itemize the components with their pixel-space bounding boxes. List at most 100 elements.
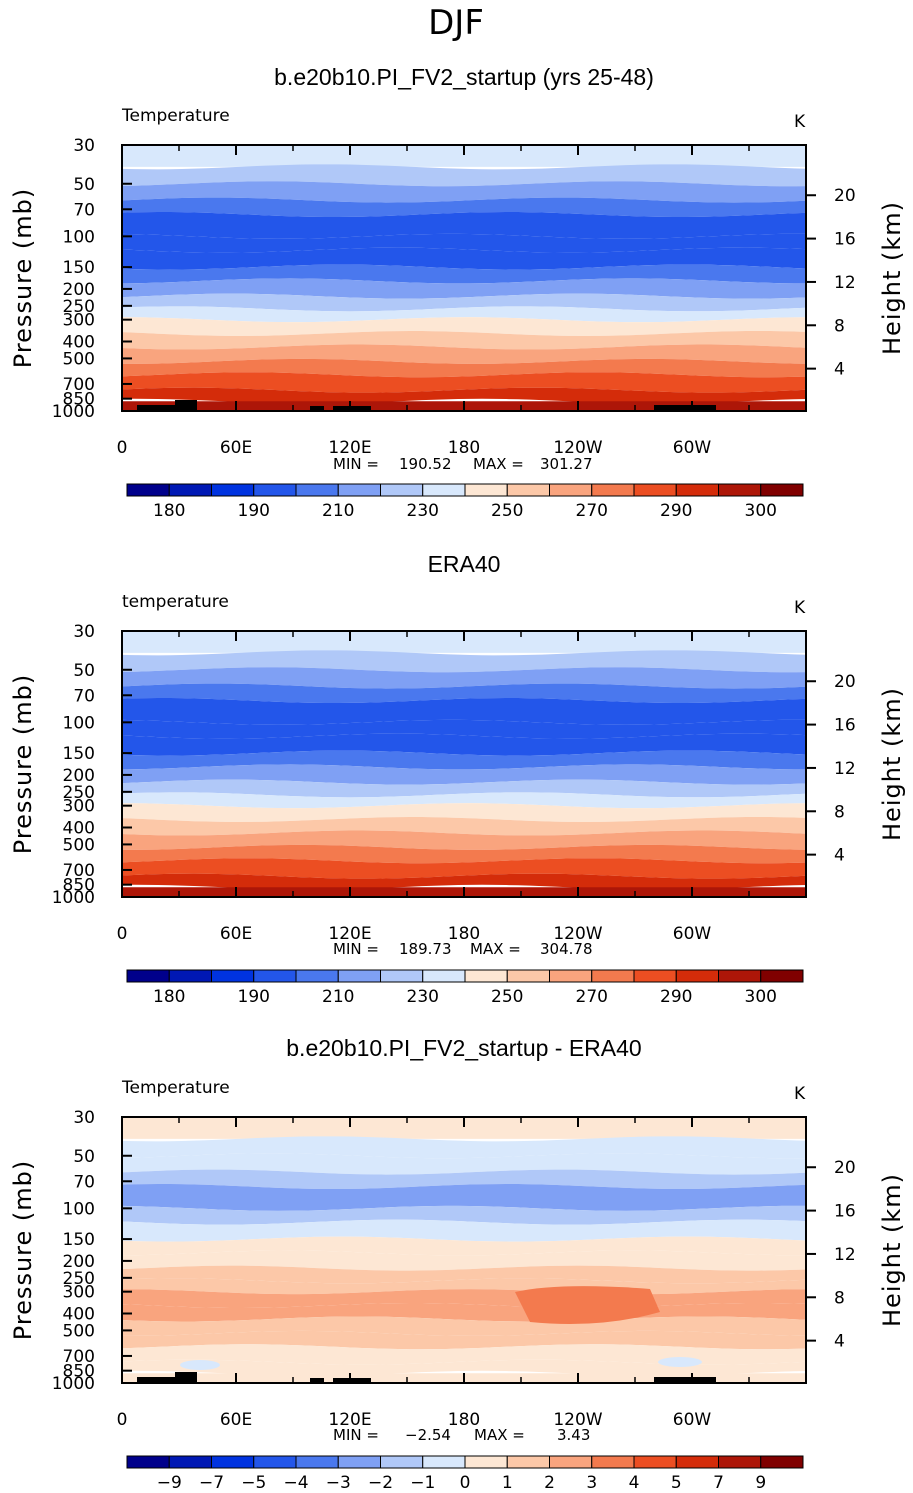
y-tick-label: 1000 [52,1374,95,1394]
contour-band [122,358,806,378]
colorbar-label: 290 [660,987,692,1007]
x-tick-label: 0 [117,438,128,458]
y-right-tick-label: 8 [834,802,845,822]
contour-band [122,650,806,673]
contour-band [122,317,806,336]
y-tick-label: 700 [63,375,95,395]
contour-band [122,733,806,756]
max-label: MAX = [473,455,524,473]
x-tick-label: 60W [673,924,712,944]
colorbar-label: 2 [544,1473,555,1493]
colorbar-segment [675,1455,719,1469]
min-value: −2.54 [405,1426,451,1444]
colorbar-label: −1 [410,1473,435,1493]
x-tick-label: 60W [673,438,712,458]
y-right-tick-label: 8 [834,1288,845,1308]
y-axis-right-label: Height (km) [878,1173,906,1327]
colorbar-segment [380,969,424,983]
y-tick-label: 50 [73,661,95,681]
colorbar-label: 250 [491,501,523,521]
contour-band [122,1359,806,1376]
max-label: MAX = [470,940,521,958]
colorbar-segment [464,1455,508,1469]
x-tick-label: 120W [553,924,602,944]
colorbar-label: 180 [153,987,185,1007]
topography [333,1378,371,1383]
y-tick-label: 200 [63,766,95,786]
y-tick-label: 1000 [52,888,95,908]
x-tick-label: 60E [220,924,252,944]
y-tick-label: 1000 [52,402,95,422]
y-right-tick-label: 20 [834,186,856,206]
y-tick-label: 50 [73,175,95,195]
variable-label: Temperature [121,106,230,126]
y-right-tick-label: 4 [834,1332,845,1352]
y-right-tick-label: 20 [834,672,856,692]
topography [654,405,716,411]
y-axis-right-label: Height (km) [878,687,906,841]
y-tick-label: 50 [73,1147,95,1167]
y-tick-label: 850 [63,876,95,896]
contour-band [122,1205,806,1225]
colorbar-segment [760,969,804,983]
y-tick-label: 850 [63,390,95,410]
y-tick-label: 500 [63,835,95,855]
contour-band [122,779,806,798]
y-tick-label: 30 [73,1108,95,1128]
x-tick-label: 120E [328,924,371,944]
max-value: 304.78 [540,940,593,958]
colorbar-label: 1 [502,1473,513,1493]
y-tick-label: 150 [63,258,95,278]
colorbar-label: 190 [238,501,270,521]
y-tick-label: 100 [63,713,95,733]
topography [654,1377,716,1383]
min-value: 190.52 [399,455,452,473]
colorbar-segment [549,969,593,983]
colorbar-segment [211,1455,255,1469]
colorbar-segment [253,969,297,983]
colorbar-segment [633,969,677,983]
max-label: MAX = [474,1426,525,1444]
colorbar-segment [380,483,424,497]
panel-difference: b.e20b10.PI_FV2_startup - ERA40 Temperat… [9,1035,906,1493]
colorbar-segment [168,483,212,497]
topography [175,400,197,411]
colorbar-segment [126,1455,170,1469]
y-tick-label: 400 [63,818,95,838]
contour-band [122,1184,806,1211]
contour-band [122,212,806,239]
contour-band [122,750,806,770]
y-tick-label: 400 [63,1304,95,1324]
contour-band [122,830,806,850]
y-right-tick-label: 16 [834,230,856,250]
contour-band [122,1265,806,1284]
contour-band [122,1250,806,1271]
panel-title: b.e20b10.PI_FV2_startup - ERA40 [286,1035,641,1061]
colorbar-label: 210 [322,501,354,521]
contour-plot [121,630,807,898]
figure-title: DJF [428,3,484,43]
colorbar-segment [549,483,593,497]
topography [310,1378,324,1383]
contour-band [122,792,806,809]
y-tick-label: 200 [63,1252,95,1272]
colorbar-label: −5 [241,1473,266,1493]
colorbar-label: 290 [660,501,692,521]
y-axis-right-label: Height (km) [878,201,906,355]
y-tick-label: 700 [63,1347,95,1367]
colorbar-label: 9 [755,1473,766,1493]
colorbar-segment [464,969,508,983]
panel-era40: ERA40 temperature K Pressure (mb) Height… [9,551,906,1007]
min-label: MIN = [333,455,379,473]
colorbar-label: −9 [157,1473,182,1493]
topography [175,1372,197,1383]
colorbar-segment [591,1455,635,1469]
colorbar-segment [760,1455,804,1469]
y-tick-label: 200 [63,280,95,300]
contour-band [122,844,806,864]
colorbar-label: −4 [283,1473,308,1493]
contour-band [122,1136,806,1159]
